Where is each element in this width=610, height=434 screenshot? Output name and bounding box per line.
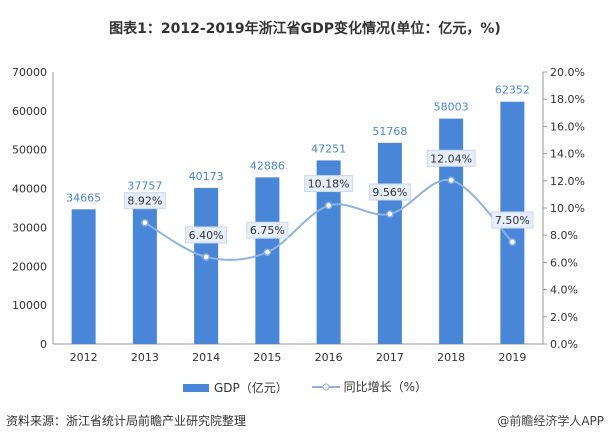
right-tick-label: 0.0% [550,338,578,351]
right-tick-label: 4.0% [550,284,578,297]
growth-value-label: 10.18% [308,178,350,191]
bar-value-label: 62352 [495,84,530,97]
growth-point [386,210,394,218]
legend-label-growth: 同比增长（%） [343,380,427,394]
left-tick-label: 70000 [12,66,47,79]
right-tick-label: 8.0% [550,229,578,242]
left-tick-label: 20000 [12,260,47,273]
right-tick-label: 18.0% [550,93,585,106]
growth-point [202,253,210,261]
growth-value-label: 8.92% [127,195,162,208]
bar-value-label: 47251 [311,142,346,155]
bar [377,142,402,344]
left-tick-label: 10000 [12,299,47,312]
growth-value-label: 9.56% [372,186,407,199]
left-tick-label: 0 [40,338,47,351]
right-tick-label: 20.0% [550,66,585,79]
growth-point [141,218,149,227]
x-tick-label: 2018 [437,351,465,364]
left-tick-label: 40000 [12,183,47,196]
legend: GDP（亿元） 同比增长（%） [0,378,610,396]
source-note: 资料来源：浙江省统计局前瞻产业研究院整理 [6,414,247,428]
x-tick-label: 2019 [498,351,526,364]
right-tick-label: 10.0% [550,202,585,215]
bar-value-label: 40173 [189,170,224,183]
growth-label-box [246,221,289,239]
brand-label: @前瞻经济学人APP [497,414,604,428]
growth-label-box [491,211,534,229]
bar-value-label: 34665 [66,191,101,204]
growth-label-box [368,183,411,201]
chart-title: 图表1：2012-2019年浙江省GDP变化情况(单位：亿元，%) [109,21,501,37]
right-tick-label: 12.0% [550,175,585,188]
growth-value-label: 7.50% [495,214,530,227]
growth-label-box [123,192,166,210]
right-tick-label: 14.0% [550,148,585,161]
x-tick-label: 2013 [131,351,159,364]
growth-label-box [426,149,476,167]
left-tick-label: 30000 [12,221,47,234]
growth-label-box [185,226,228,244]
x-tick-label: 2015 [253,351,281,364]
left-tick-label: 50000 [12,144,47,157]
growth-value-label: 6.75% [250,224,285,237]
x-tick-label: 2016 [315,351,343,364]
growth-label-box [304,175,354,193]
bar-value-label: 37757 [127,179,162,192]
bar-value-label: 51768 [372,125,407,138]
growth-value-label: 6.40% [189,229,224,242]
right-tick-label: 2.0% [550,311,578,324]
growth-point [447,176,455,185]
legend-item-gdp: GDP（亿元） [182,379,288,396]
growth-point [263,248,272,256]
bar [71,209,96,344]
growth-value-label: 12.04% [430,152,472,165]
growth-point [508,238,517,246]
bar-value-label: 42886 [250,159,285,172]
legend-label-gdp: GDP（亿元） [213,381,288,395]
growth-point [324,201,333,210]
legend-swatch-bar [182,383,209,392]
legend-item-growth: 同比增长（%） [311,378,427,395]
bar [194,187,219,344]
x-tick-label: 2014 [192,351,220,364]
x-tick-label: 2012 [70,351,98,364]
bar [255,177,280,344]
bar-value-label: 58003 [434,101,469,114]
left-tick-label: 60000 [12,105,47,118]
right-tick-label: 16.0% [550,120,585,133]
legend-swatch-line [311,383,340,390]
x-tick-label: 2017 [376,351,404,364]
right-tick-label: 6.0% [550,256,578,269]
